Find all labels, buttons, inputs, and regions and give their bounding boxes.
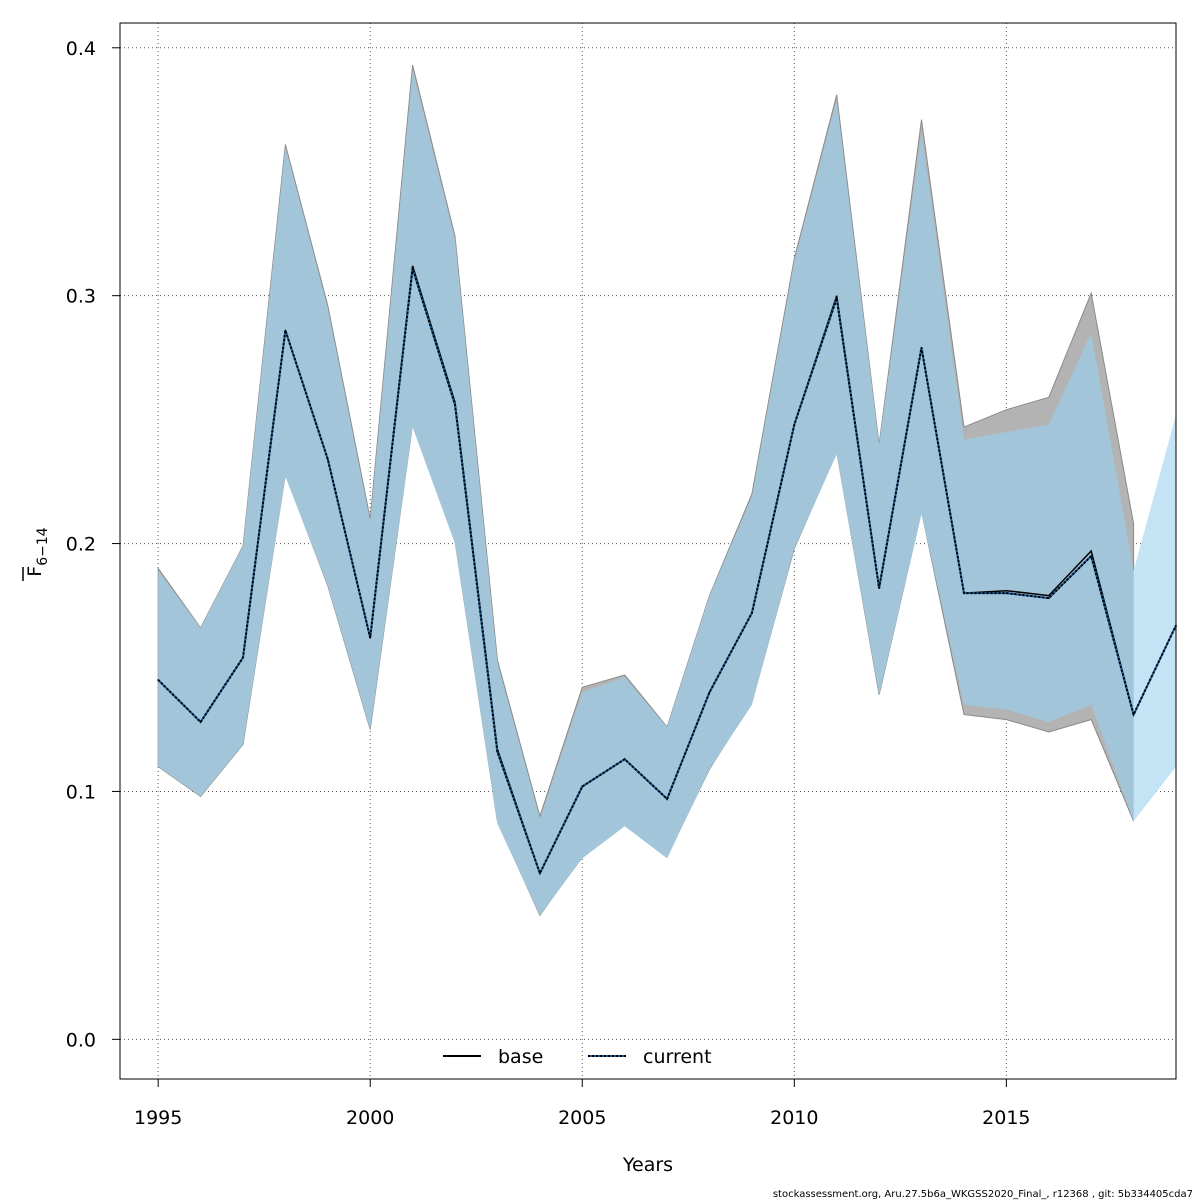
current-data-point (1005, 592, 1008, 594)
current-data-point (199, 721, 202, 723)
y-tick-label: 0.3 (66, 286, 96, 308)
x-tick-label: 2010 (770, 1107, 818, 1129)
current-data-point (1090, 555, 1092, 557)
y-axis: 0.0 0.1 0.2 0.3 0.4 (66, 38, 120, 1051)
estimate-lines (157, 265, 1177, 876)
current-data-point (878, 587, 880, 589)
current-data-point (454, 403, 456, 406)
legend-base-label: base (498, 1046, 543, 1068)
x-tick-label: 1995 (134, 1107, 182, 1129)
y-axis-title-main: F (24, 566, 46, 577)
current-data-point (1048, 597, 1050, 599)
y-tick-label: 0.1 (66, 781, 96, 803)
svg-text:F6−14: F6−14 (24, 527, 51, 576)
current-data-point (284, 329, 287, 332)
plot-frame (119, 22, 1177, 1080)
y-axis-title-sub: 6−14 (35, 527, 51, 566)
current-data-point (581, 785, 584, 788)
y-axis-title: F6−14 (22, 527, 51, 581)
current-data-point (963, 592, 965, 594)
current-data-point (539, 872, 541, 875)
x-tick-label: 2015 (982, 1107, 1030, 1129)
legend-current-label: current (643, 1046, 712, 1068)
y-tick-label: 0.0 (66, 1029, 96, 1051)
current-data-point (920, 346, 923, 349)
current-data-point (242, 656, 244, 659)
current-data-point (327, 458, 329, 461)
current-data-point (1132, 713, 1135, 716)
current-confidence-band (158, 70, 1134, 916)
x-axis-title: Years (622, 1154, 673, 1176)
current-data-point (369, 637, 372, 639)
x-axis: 1995 2000 2005 2010 2015 (134, 1079, 1031, 1129)
current-data-point (157, 679, 159, 681)
current-data-point (623, 758, 626, 760)
current-data-point (496, 751, 499, 753)
current-data-point (411, 267, 414, 270)
y-tick-label: 0.4 (66, 38, 96, 60)
legend: base current (443, 1046, 712, 1068)
footer-note: stockassessment.org, Aru.27.5b6a_WKGSS20… (773, 1189, 1193, 1200)
current-data-point (793, 423, 796, 426)
confidence-bands (157, 64, 1176, 917)
current-data-point (666, 798, 668, 800)
x-tick-label: 2000 (346, 1107, 394, 1129)
x-tick-label: 2005 (558, 1107, 606, 1129)
current-data-point (751, 612, 753, 614)
current-forecast-band (1133, 414, 1176, 822)
current-data-point (835, 297, 838, 300)
current-data-point (708, 691, 711, 694)
y-tick-label: 0.2 (66, 534, 96, 556)
